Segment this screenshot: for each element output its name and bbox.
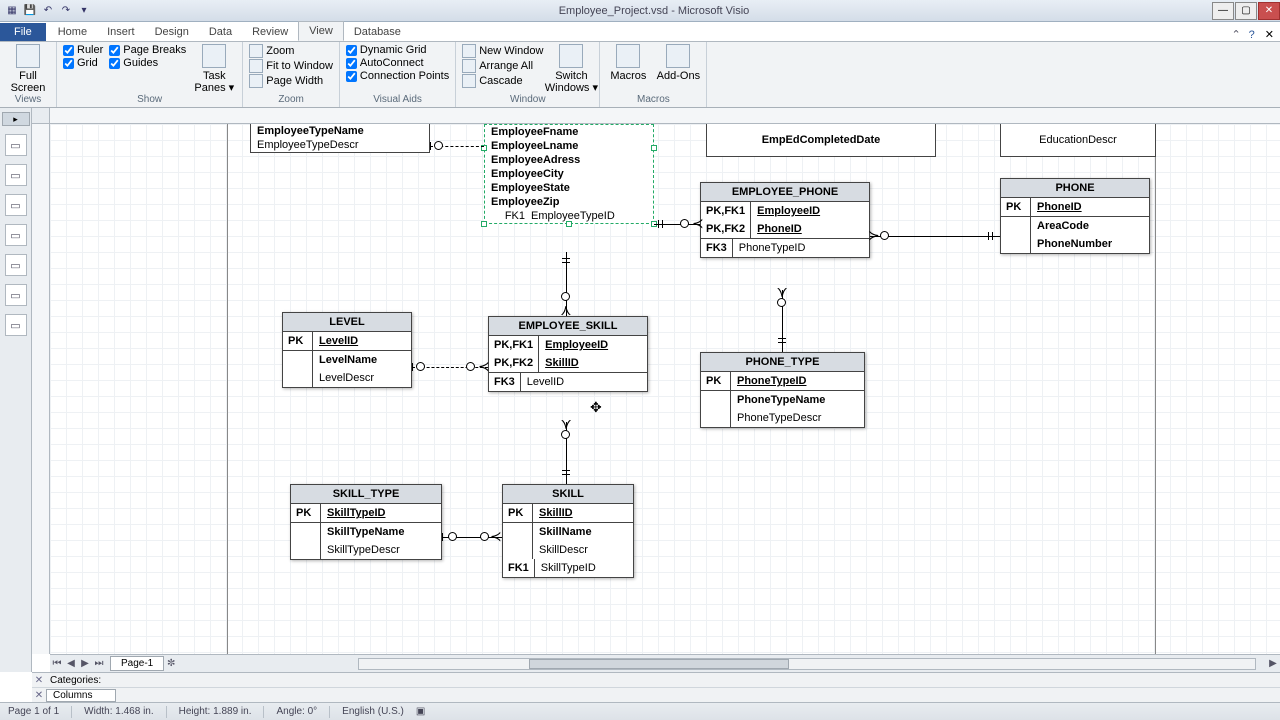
group-views-label: Views [6, 94, 50, 107]
close-button[interactable]: ✕ [1258, 2, 1280, 20]
horizontal-ruler [50, 108, 1280, 124]
stencil-icon[interactable]: ▭ [5, 164, 27, 186]
full-screen-button[interactable]: Full Screen [6, 44, 50, 94]
group-visualaids-label: Visual Aids [346, 94, 449, 107]
switch-windows-button[interactable]: Switch Windows ▾ [549, 44, 593, 94]
entity-skill[interactable]: SKILL PKSkillID SkillName SkillDescr FK1… [502, 484, 634, 578]
entity-phone[interactable]: PHONE PKPhoneID AreaCode PhoneNumber [1000, 178, 1150, 254]
zoom-button[interactable]: Zoom [249, 44, 333, 58]
entity-employee-partial[interactable]: EmployeeFname EmployeeLname EmployeeAdre… [484, 124, 654, 224]
visio-icon: ▦ [4, 3, 20, 19]
status-width: Width: 1.468 in. [84, 706, 153, 717]
entity-employee-skill[interactable]: EMPLOYEE_SKILL PK,FK1EmployeeID PK,FK2Sk… [488, 316, 648, 392]
panel-close-icon[interactable]: ✕ [32, 675, 46, 686]
tab-data[interactable]: Data [199, 23, 242, 41]
ruler-checkbox[interactable]: Ruler [63, 44, 103, 56]
task-panes-button[interactable]: Task Panes ▾ [192, 44, 236, 94]
stencil-icon[interactable]: ▭ [5, 254, 27, 276]
stencil-icon[interactable]: ▭ [5, 134, 27, 156]
page-last-icon[interactable]: ⏭ [92, 658, 106, 669]
tab-review[interactable]: Review [242, 23, 298, 41]
scroll-right-icon[interactable]: ▶ [1266, 658, 1280, 669]
ruler-corner [32, 108, 50, 124]
grid-checkbox[interactable]: Grid [63, 57, 103, 69]
hscroll[interactable] [358, 658, 1256, 670]
columns-field[interactable]: Columns [46, 689, 116, 702]
help-icon[interactable]: ? [1245, 29, 1259, 41]
dynamic-grid-checkbox[interactable]: Dynamic Grid [346, 44, 449, 56]
connection-points-checkbox[interactable]: Connection Points [346, 70, 449, 82]
page-tab[interactable]: Page-1 [110, 656, 164, 671]
group-show-label: Show [63, 94, 236, 107]
page-width-button[interactable]: Page Width [249, 74, 333, 88]
macro-record-icon[interactable]: ▣ [416, 706, 425, 717]
page-prev-icon[interactable]: ◀ [64, 658, 78, 669]
status-height: Height: 1.889 in. [179, 706, 252, 717]
expand-shapes-icon[interactable]: ▸ [2, 112, 30, 126]
status-lang[interactable]: English (U.S.) [342, 706, 404, 717]
entity-phone-type[interactable]: PHONE_TYPE PKPhoneTypeID PhoneTypeName P… [700, 352, 865, 428]
fit-window-button[interactable]: Fit to Window [249, 59, 333, 73]
status-angle: Angle: 0° [276, 706, 317, 717]
guides-checkbox[interactable]: Guides [109, 57, 186, 69]
shapes-pane-collapsed[interactable]: ▸ ▭ ▭ ▭ ▭ ▭ ▭ ▭ [0, 108, 32, 672]
drawing-canvas[interactable]: EmployeeTypeName EmployeeTypeDescr Emplo… [50, 124, 1280, 654]
new-window-button[interactable]: New Window [462, 44, 543, 58]
page-next-icon[interactable]: ▶ [78, 658, 92, 669]
arrange-all-button[interactable]: Arrange All [462, 59, 543, 73]
minimize-button[interactable]: — [1212, 2, 1234, 20]
status-bar: Page 1 of 1 Width: 1.468 in. Height: 1.8… [0, 702, 1280, 720]
database-properties-panel[interactable]: ✕Categories: ✕Columns [32, 672, 1280, 702]
entity-employee-type-partial[interactable]: EmployeeTypeName EmployeeTypeDescr [250, 124, 430, 153]
entity-employee-phone[interactable]: EMPLOYEE_PHONE PK,FK1EmployeeID PK,FK2Ph… [700, 182, 870, 258]
file-tab[interactable]: File [0, 23, 46, 41]
vertical-ruler [32, 124, 50, 654]
addons-button[interactable]: Add-Ons [656, 44, 700, 82]
stencil-icon[interactable]: ▭ [5, 284, 27, 306]
ribbon: Full Screen Views Ruler Grid Page Breaks… [0, 42, 1280, 108]
group-macros-label: Macros [606, 94, 700, 107]
page-tab-bar: ⏮ ◀ ▶ ⏭ Page-1 ✼ ▶ [50, 654, 1280, 672]
tab-view[interactable]: View [298, 21, 344, 41]
save-icon[interactable]: 💾 [22, 3, 38, 19]
entity-skill-type[interactable]: SKILL_TYPE PKSkillTypeID SkillTypeName S… [290, 484, 442, 560]
stencil-icon[interactable]: ▭ [5, 314, 27, 336]
maximize-button[interactable]: ▢ [1235, 2, 1257, 20]
tab-database[interactable]: Database [344, 23, 411, 41]
macros-button[interactable]: Macros [606, 44, 650, 82]
pagebreaks-checkbox[interactable]: Page Breaks [109, 44, 186, 56]
undo-icon[interactable]: ↶ [40, 3, 56, 19]
entity-emped-partial[interactable]: EmpEdCompletedDate [706, 124, 936, 157]
stencil-icon[interactable]: ▭ [5, 224, 27, 246]
stencil-icon[interactable]: ▭ [5, 194, 27, 216]
entity-education-partial[interactable]: EducationDescr [1000, 124, 1156, 157]
entity-level[interactable]: LEVEL PKLevelID LevelName LevelDescr [282, 312, 412, 388]
tab-design[interactable]: Design [145, 23, 199, 41]
tab-insert[interactable]: Insert [97, 23, 145, 41]
group-window-label: Window [462, 94, 593, 107]
title-bar: ▦ 💾 ↶ ↷ ▾ Employee_Project.vsd - Microso… [0, 0, 1280, 22]
redo-icon[interactable]: ↷ [58, 3, 74, 19]
cascade-button[interactable]: Cascade [462, 74, 543, 88]
doc-close-icon[interactable]: ✕ [1259, 28, 1280, 41]
status-page: Page 1 of 1 [8, 706, 59, 717]
categories-label: Categories: [46, 675, 105, 686]
new-page-icon[interactable]: ✼ [164, 658, 178, 669]
group-zoom-label: Zoom [249, 94, 333, 107]
ribbon-min-icon[interactable]: ⌃ [1227, 28, 1244, 41]
ribbon-tabs: File Home Insert Design Data Review View… [0, 22, 1280, 42]
tab-home[interactable]: Home [48, 23, 97, 41]
page-first-icon[interactable]: ⏮ [50, 658, 64, 669]
panel-close-icon[interactable]: ✕ [32, 690, 46, 701]
autoconnect-checkbox[interactable]: AutoConnect [346, 57, 449, 69]
window-title: Employee_Project.vsd - Microsoft Visio [96, 5, 1212, 17]
qat-more-icon[interactable]: ▾ [76, 3, 92, 19]
cursor-icon: ✥ [590, 399, 602, 416]
